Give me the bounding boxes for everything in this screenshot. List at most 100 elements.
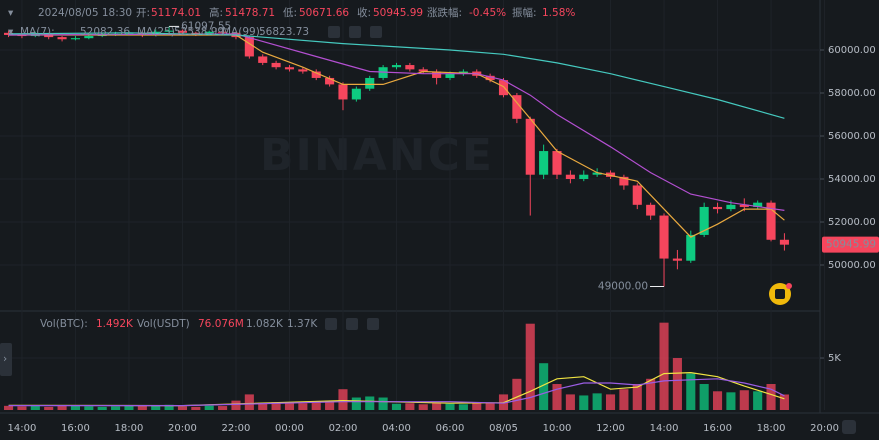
volume-bar (405, 403, 415, 410)
settings-button[interactable] (346, 318, 358, 330)
low-value: 50671.66 (299, 7, 349, 19)
high-label: 高: (209, 6, 223, 19)
float-button-icon (775, 289, 785, 299)
candle-body (672, 258, 682, 261)
candle-body (699, 206, 709, 235)
candle-body (498, 80, 509, 96)
open-label: 开: (136, 7, 150, 19)
volume-bar (271, 402, 281, 410)
collapse-icon[interactable]: ▾ (8, 26, 14, 38)
volume-bar (391, 403, 402, 410)
x-tick-label: 20:00 (168, 423, 197, 434)
amplitude-label: 振幅: (512, 6, 537, 19)
settings-button[interactable] (349, 26, 361, 38)
candle-body (485, 75, 495, 81)
legend-value: 1.37K (287, 318, 318, 330)
y-tick-label: 54000.00 (828, 174, 876, 185)
candle-body (432, 71, 442, 78)
volume-bar (17, 406, 27, 410)
volume-bar (204, 405, 214, 410)
volume-bar (579, 395, 589, 410)
volume-bar (177, 406, 188, 410)
volume-bar (686, 373, 696, 410)
y-tick-label: 58000.00 (828, 88, 876, 99)
legend-label: MA(99): (222, 26, 263, 38)
candle-body (659, 215, 669, 259)
candle-body (605, 172, 616, 177)
volume-bar (766, 384, 776, 410)
candle-body (539, 151, 549, 175)
legend-value: 52538.99 (174, 26, 224, 38)
candle-body (191, 32, 201, 34)
legend-value: 1.082K (246, 318, 284, 330)
side-toggle-icon[interactable]: › (3, 353, 7, 365)
volume-bar (458, 404, 468, 410)
volume-bar (191, 406, 201, 410)
candle-body (284, 67, 295, 70)
volume-bar (70, 405, 80, 410)
x-tick-label: 06:00 (436, 423, 465, 434)
candle-body (177, 30, 188, 33)
x-tick-label: 08/05 (489, 423, 518, 434)
x-tick-label: 18:00 (757, 423, 786, 434)
volume-bar (753, 391, 763, 410)
candle-body (418, 69, 428, 72)
candle-body (204, 31, 214, 34)
header-time: 2024/08/05 18:30 (38, 7, 132, 19)
ma-line (8, 32, 785, 119)
volume-ma-line (8, 378, 785, 407)
close-button[interactable] (370, 26, 382, 38)
volume-bar (552, 384, 562, 410)
volume-bar (298, 403, 308, 410)
change-label: 涨跌幅: (427, 6, 462, 19)
candle-body (579, 174, 589, 180)
collapse-icon[interactable]: ▾ (8, 7, 14, 19)
candle-body (712, 206, 723, 210)
x-tick-label: 14:00 (650, 423, 679, 434)
x-tick-label: 02:00 (329, 423, 358, 434)
legend-label: MA(7): (20, 26, 55, 38)
side-toggle[interactable] (0, 343, 12, 376)
volume-bar (124, 405, 134, 410)
y-tick-label: 5K (828, 353, 841, 364)
close-label: 收: (357, 6, 371, 19)
volume-bar (351, 397, 361, 410)
volume-bar (30, 405, 40, 410)
volume-bar (432, 402, 442, 410)
volume-bar (445, 403, 455, 410)
candle-body (405, 65, 415, 70)
candle-body (218, 31, 228, 33)
volume-bar (378, 397, 388, 410)
volume-bar (325, 400, 335, 410)
settings-button[interactable] (842, 420, 856, 434)
x-tick-label: 18:00 (115, 423, 144, 434)
candle-body (646, 204, 656, 216)
candle-body (525, 118, 535, 175)
volume-bar (699, 384, 709, 410)
volume-bar (539, 363, 549, 410)
eye-button[interactable] (328, 26, 340, 38)
candle-body (766, 202, 776, 240)
volume-bar (485, 402, 495, 410)
candle-body (726, 204, 736, 210)
x-tick-label: 00:00 (275, 423, 304, 434)
candle-body (686, 234, 696, 261)
candle-body (70, 38, 80, 40)
high-marker-label: 61097.55 (181, 20, 231, 32)
volume-bar (97, 406, 107, 410)
close-button[interactable] (367, 318, 379, 330)
volume-bar (57, 406, 67, 410)
candle-body (552, 151, 562, 175)
candle-body (365, 77, 375, 89)
y-tick-label: 56000.00 (828, 131, 876, 142)
volume-bar (338, 389, 348, 410)
eye-button[interactable] (325, 318, 337, 330)
low-marker-label: 49000.00 (598, 281, 648, 293)
legend-label: Vol(USDT) (137, 318, 190, 330)
price-tag-label: 50945.99 (826, 239, 876, 251)
volume-bar (619, 389, 629, 410)
volume-bar (659, 322, 669, 410)
candle-body (512, 95, 522, 119)
